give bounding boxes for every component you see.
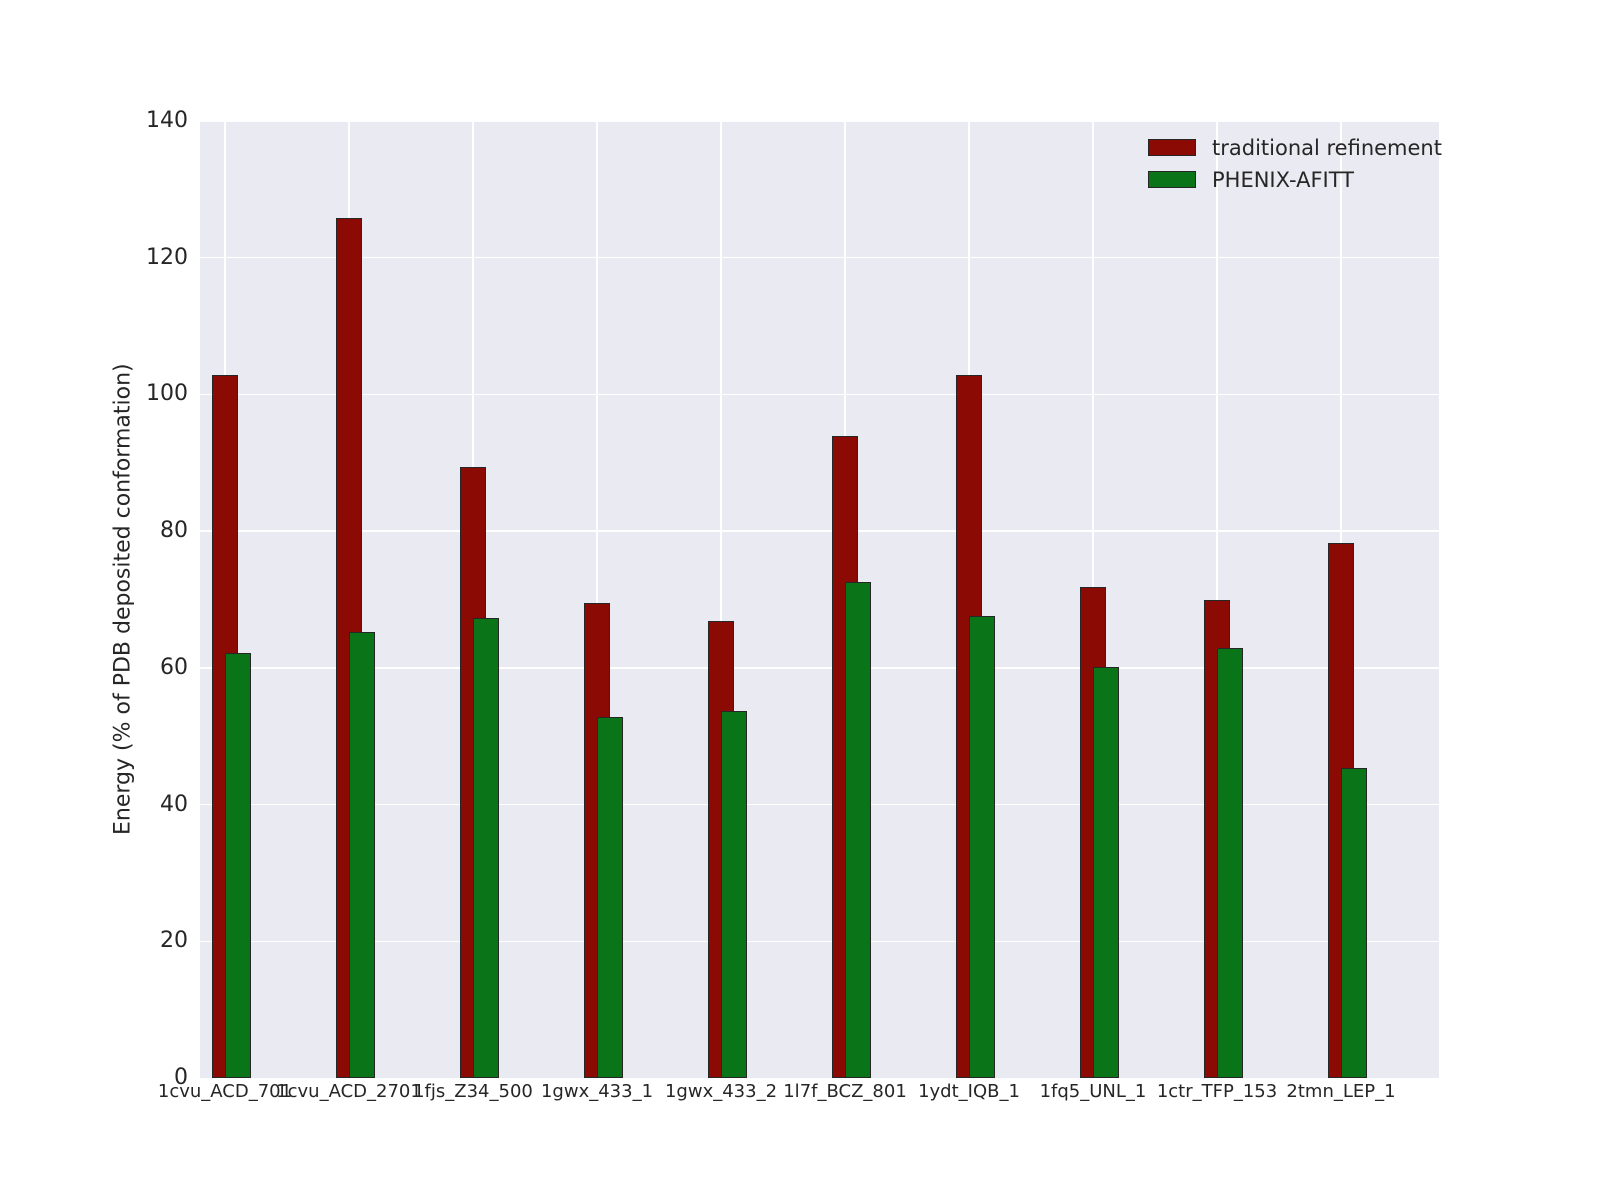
y-tick-label: 80 xyxy=(160,518,188,544)
bar-afitt xyxy=(473,617,499,1078)
h-gridline xyxy=(200,256,1439,259)
x-tick-label: 1gwx_433_2 xyxy=(664,1081,778,1102)
legend: traditional refinement PHENIX-AFITT xyxy=(1148,135,1442,199)
bar-afitt xyxy=(1217,648,1243,1078)
x-tick-label: 2tmn_LEP_1 xyxy=(1286,1081,1396,1102)
bar-afitt xyxy=(349,632,375,1078)
legend-swatch-green xyxy=(1148,171,1196,188)
legend-swatch-red xyxy=(1148,139,1196,156)
y-tick-label: 100 xyxy=(146,381,188,407)
x-tick-label: 1fq5_UNL_1 xyxy=(1039,1081,1147,1102)
y-tick-label: 20 xyxy=(160,928,188,954)
x-tick-label: 1fjs_Z34_500 xyxy=(413,1081,533,1102)
y-tick-label: 60 xyxy=(160,654,188,680)
v-gridline xyxy=(1216,121,1218,1078)
x-tick-label: 1gwx_433_1 xyxy=(540,1081,654,1102)
y-tick-label: 120 xyxy=(146,244,188,270)
x-tick-label: 1cvu_ACD_2701 xyxy=(276,1081,422,1102)
bar-afitt xyxy=(597,717,623,1078)
v-gridline xyxy=(596,121,598,1078)
h-gridline xyxy=(200,120,1439,122)
h-gridline xyxy=(200,530,1439,532)
h-gridline xyxy=(200,667,1439,669)
h-gridline xyxy=(200,393,1439,396)
y-tick-label: 40 xyxy=(160,791,188,817)
bar-afitt xyxy=(721,710,747,1078)
x-tick-label: 1ydt_IQB_1 xyxy=(918,1081,1020,1102)
plot-area: traditional refinement PHENIX-AFITT xyxy=(200,120,1442,1078)
legend-label: PHENIX-AFITT xyxy=(1212,167,1355,192)
y-tick-label: 0 xyxy=(174,1065,188,1090)
h-gridline xyxy=(200,803,1439,806)
x-tick-label: 1l7f_BCZ_801 xyxy=(783,1081,907,1102)
x-tick-label: 1cvu_ACD_701 xyxy=(157,1081,293,1102)
y-tick-label: 140 xyxy=(146,108,188,133)
v-gridline xyxy=(720,121,722,1078)
bar-afitt xyxy=(1341,768,1367,1078)
legend-item-traditional-refinement: traditional refinement xyxy=(1148,135,1442,160)
bar-afitt xyxy=(969,615,995,1078)
x-tick-label: 1ctr_TFP_153 xyxy=(1156,1081,1278,1102)
h-gridline xyxy=(200,940,1439,943)
legend-item-phenix-afitt: PHENIX-AFITT xyxy=(1148,167,1442,192)
bar-afitt xyxy=(225,652,251,1078)
bar-afitt xyxy=(1093,667,1119,1078)
legend-label: traditional refinement xyxy=(1212,135,1442,160)
bar-afitt xyxy=(845,581,871,1078)
